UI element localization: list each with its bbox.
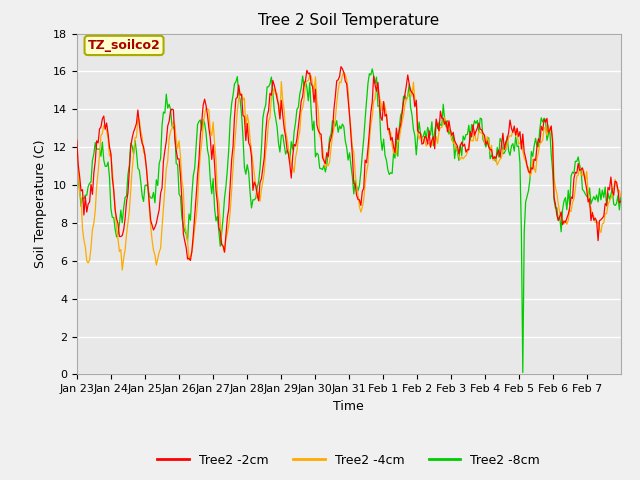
Tree2 -2cm — [92, 158, 99, 164]
Line: Tree2 -8cm: Tree2 -8cm — [77, 69, 621, 372]
Tree2 -8cm — [462, 132, 470, 137]
Tree2 -2cm — [108, 175, 116, 181]
Tree2 -4cm — [356, 204, 364, 209]
Tree2 -8cm — [92, 140, 99, 145]
Tree2 -8cm — [616, 207, 623, 213]
Tree2 -4cm — [463, 150, 471, 156]
Tree2 -2cm — [463, 146, 471, 152]
Tree2 -8cm — [369, 66, 376, 72]
Tree2 -4cm — [617, 194, 625, 200]
Tree2 -2cm — [545, 129, 552, 135]
Tree2 -8cm — [519, 370, 527, 375]
Line: Tree2 -4cm: Tree2 -4cm — [77, 72, 621, 270]
Tree2 -4cm — [118, 267, 126, 273]
Line: Tree2 -2cm: Tree2 -2cm — [77, 67, 621, 261]
Tree2 -2cm — [617, 198, 625, 204]
Tree2 -8cm — [73, 164, 81, 170]
Tree2 -2cm — [356, 197, 364, 203]
Tree2 -2cm — [187, 258, 195, 264]
X-axis label: Time: Time — [333, 400, 364, 413]
Y-axis label: Soil Temperature (C): Soil Temperature (C) — [35, 140, 47, 268]
Tree2 -4cm — [92, 208, 99, 214]
Tree2 -4cm — [108, 167, 116, 173]
Tree2 -4cm — [73, 151, 81, 156]
Text: TZ_soilco2: TZ_soilco2 — [88, 39, 161, 52]
Tree2 -8cm — [617, 194, 625, 200]
Legend: Tree2 -2cm, Tree2 -4cm, Tree2 -8cm: Tree2 -2cm, Tree2 -4cm, Tree2 -8cm — [152, 449, 545, 472]
Title: Tree 2 Soil Temperature: Tree 2 Soil Temperature — [258, 13, 440, 28]
Tree2 -2cm — [337, 64, 345, 70]
Tree2 -8cm — [108, 215, 116, 220]
Tree2 -2cm — [73, 137, 81, 143]
Tree2 -8cm — [353, 183, 360, 189]
Tree2 -4cm — [616, 188, 623, 193]
Tree2 -2cm — [616, 200, 623, 205]
Tree2 -4cm — [545, 123, 552, 129]
Tree2 -4cm — [340, 70, 348, 75]
Tree2 -8cm — [545, 132, 552, 137]
